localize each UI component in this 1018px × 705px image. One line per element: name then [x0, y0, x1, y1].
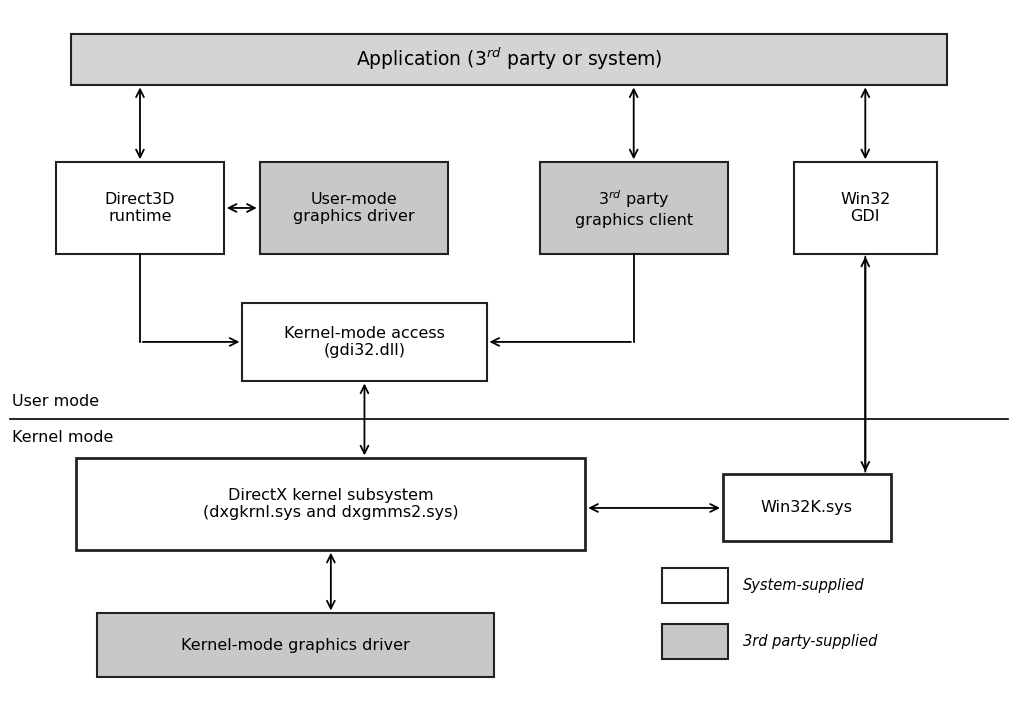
Bar — [260, 162, 448, 254]
Bar — [794, 162, 937, 254]
Text: Kernel-mode graphics driver: Kernel-mode graphics driver — [181, 637, 409, 653]
Bar — [71, 34, 947, 85]
Text: Win32
GDI: Win32 GDI — [840, 192, 891, 224]
Bar — [723, 474, 891, 541]
Text: 3rd party-supplied: 3rd party-supplied — [743, 634, 878, 649]
Bar — [242, 303, 487, 381]
Text: DirectX kernel subsystem
(dxgkrnl.sys and dxgmms2.sys): DirectX kernel subsystem (dxgkrnl.sys an… — [203, 488, 459, 520]
Text: User mode: User mode — [12, 394, 100, 409]
Text: User-mode
graphics driver: User-mode graphics driver — [293, 192, 414, 224]
Bar — [662, 624, 728, 659]
Text: Win32K.sys: Win32K.sys — [760, 501, 853, 515]
Bar — [662, 568, 728, 603]
Text: Direct3D
runtime: Direct3D runtime — [105, 192, 175, 224]
Text: Kernel mode: Kernel mode — [12, 430, 114, 445]
Text: System-supplied: System-supplied — [743, 577, 864, 593]
Bar — [540, 162, 728, 254]
Text: 3$^{rd}$ party
graphics client: 3$^{rd}$ party graphics client — [574, 188, 693, 228]
Text: Application (3$^{rd}$ party or system): Application (3$^{rd}$ party or system) — [355, 46, 663, 73]
Bar — [97, 613, 494, 677]
Text: Kernel-mode access
(gdi32.dll): Kernel-mode access (gdi32.dll) — [284, 326, 445, 358]
Bar — [76, 458, 585, 550]
Bar — [56, 162, 224, 254]
